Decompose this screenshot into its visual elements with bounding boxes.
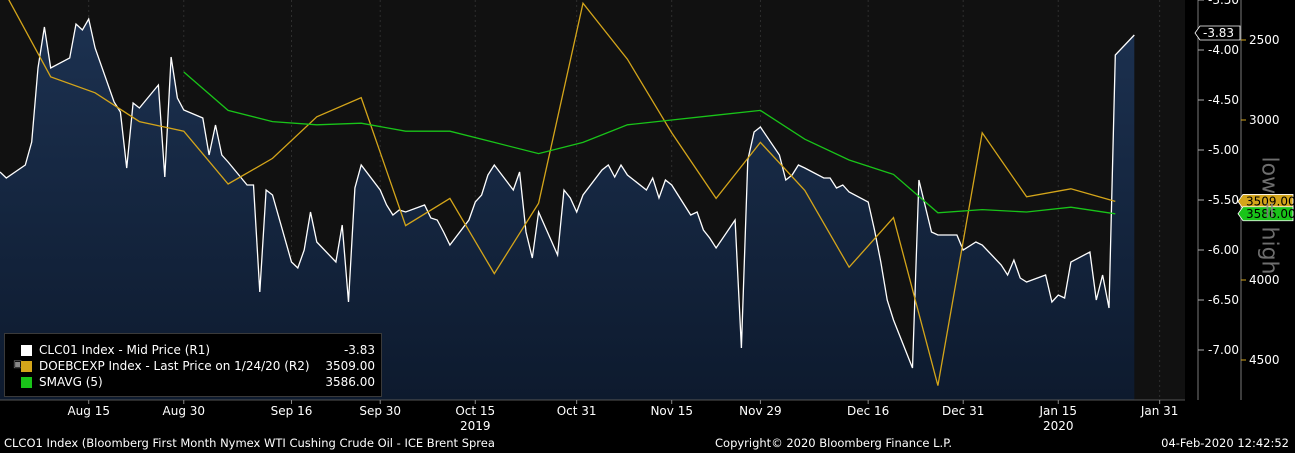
x-tick-label: Jan 15 xyxy=(1038,404,1077,418)
x-tick-label: Aug 15 xyxy=(67,404,110,418)
r1-tick-label: -6.00 xyxy=(1208,243,1239,257)
svg-text:3586.00: 3586.00 xyxy=(1246,207,1295,221)
legend-item-spread: CLC01 Index - Mid Price (R1) -3.83 xyxy=(5,343,381,359)
legend: CLC01 Index - Mid Price (R1) -3.83 ▣ DOE… xyxy=(4,333,382,397)
r1-tick-label: -4.00 xyxy=(1208,43,1239,57)
legend-value: 3509.00 xyxy=(325,359,375,373)
x-axis: Aug 15 Aug 30 Sep 16 Sep 30 Oct 15 Oct 31 Nov … xyxy=(67,400,1178,418)
r1-axis: -3.50 -4.00 -4.50 -5.00 -5.50 -6.00 -6.50 -7.00 xyxy=(1198,0,1239,357)
last-label-exports: 3509.00 xyxy=(1237,194,1295,209)
last-label-spread: -3.83 xyxy=(1194,25,1241,41)
x-tick-label: Nov 15 xyxy=(650,404,693,418)
r1-tick-label: -6.50 xyxy=(1208,293,1239,307)
year-label: 2019 xyxy=(460,419,491,433)
svg-text:-3.83: -3.83 xyxy=(1203,26,1234,40)
x-tick-label: Jan 31 xyxy=(1140,404,1179,418)
r2-tick-label: 4000 xyxy=(1249,273,1280,287)
r2-tick-label: 3000 xyxy=(1249,113,1280,127)
legend-value: -3.83 xyxy=(343,343,375,357)
x-tick-label: Oct 31 xyxy=(557,404,597,418)
x-tick-label: Aug 30 xyxy=(163,404,206,418)
footer-copyright: Copyright© 2020 Bloomberg Finance L.P. xyxy=(715,436,952,450)
footer-timestamp: 04-Feb-2020 12:42:52 xyxy=(1161,436,1289,450)
legend-value: 3586.00 xyxy=(325,375,375,389)
x-tick-label: Sep 30 xyxy=(359,404,401,418)
r1-tick-label: -3.50 xyxy=(1208,0,1239,7)
legend-swatch-exports xyxy=(21,361,32,372)
x-tick-label: Oct 15 xyxy=(455,404,495,418)
last-label-smavg: 3586.00 xyxy=(1237,206,1295,222)
exports-line xyxy=(8,0,1116,386)
legend-swatch-smavg xyxy=(21,377,32,388)
r1-tick-label: -5.00 xyxy=(1208,143,1239,157)
footer-security-name: CLCO1 Index (Bloomberg First Month Nymex… xyxy=(4,436,495,450)
x-tick-label: Dec 16 xyxy=(847,404,889,418)
legend-label: CLC01 Index - Mid Price (R1) xyxy=(39,343,211,357)
r2-tick-label: 2500 xyxy=(1249,33,1280,47)
watermark-text: low = high xyxy=(1256,156,1282,274)
r1-tick-label: -4.50 xyxy=(1208,93,1239,107)
legend-item-smavg: SMAVG (5) 3586.00 xyxy=(5,375,381,391)
svg-text:3509.00: 3509.00 xyxy=(1246,194,1295,208)
legend-label: DOEBCEXP Index - Last Price on 1/24/20 (… xyxy=(39,359,310,373)
r2-tick-label: 4500 xyxy=(1249,353,1280,367)
year-label: 2020 xyxy=(1043,419,1074,433)
x-tick-label: Nov 29 xyxy=(739,404,782,418)
spread-line xyxy=(0,17,1135,369)
legend-swatch-spread xyxy=(21,345,32,356)
x-tick-label: Sep 16 xyxy=(271,404,313,418)
r1-tick-label: -5.50 xyxy=(1208,193,1239,207)
year-labels: 2019 2020 xyxy=(460,419,1074,433)
spread-area xyxy=(0,19,1135,400)
r1-tick-label: -7.00 xyxy=(1208,343,1239,357)
low-high-watermark: low = high xyxy=(1244,140,1294,290)
legend-item-exports: ▣ DOEBCEXP Index - Last Price on 1/24/20… xyxy=(5,359,381,375)
x-tick-label: Dec 31 xyxy=(942,404,984,418)
legend-expand-icon[interactable]: ▣ xyxy=(13,359,23,370)
smavg-line xyxy=(183,71,1116,215)
legend-label: SMAVG (5) xyxy=(39,375,103,389)
